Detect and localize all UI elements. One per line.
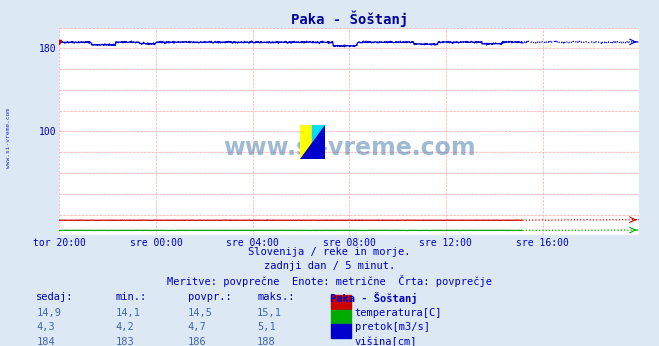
Text: 184: 184 — [36, 337, 55, 346]
Text: Slovenija / reke in morje.: Slovenija / reke in morje. — [248, 247, 411, 257]
Text: 4,3: 4,3 — [36, 322, 55, 333]
Text: 14,1: 14,1 — [115, 308, 140, 318]
Text: 5,1: 5,1 — [257, 322, 275, 333]
Text: min.:: min.: — [115, 292, 146, 302]
Text: Paka - Šoštanj: Paka - Šoštanj — [330, 292, 417, 304]
Text: 4,7: 4,7 — [188, 322, 206, 333]
Title: Paka - Šoštanj: Paka - Šoštanj — [291, 10, 408, 27]
Text: povpr.:: povpr.: — [188, 292, 231, 302]
Bar — [312, 125, 325, 159]
Text: 14,9: 14,9 — [36, 308, 61, 318]
Text: Meritve: povprečne  Enote: metrične  Črta: povprečje: Meritve: povprečne Enote: metrične Črta:… — [167, 275, 492, 287]
Text: temperatura[C]: temperatura[C] — [355, 308, 442, 318]
Text: višina[cm]: višina[cm] — [355, 337, 417, 346]
Text: www.si-vreme.com: www.si-vreme.com — [6, 108, 11, 169]
Text: sedaj:: sedaj: — [36, 292, 74, 302]
Text: pretok[m3/s]: pretok[m3/s] — [355, 322, 430, 333]
Polygon shape — [300, 125, 325, 159]
Text: 183: 183 — [115, 337, 134, 346]
Text: 186: 186 — [188, 337, 206, 346]
Text: 14,5: 14,5 — [188, 308, 213, 318]
Text: zadnji dan / 5 minut.: zadnji dan / 5 minut. — [264, 261, 395, 271]
Bar — [300, 125, 312, 159]
Text: 4,2: 4,2 — [115, 322, 134, 333]
Text: 15,1: 15,1 — [257, 308, 282, 318]
Text: maks.:: maks.: — [257, 292, 295, 302]
Text: 188: 188 — [257, 337, 275, 346]
Text: www.si-vreme.com: www.si-vreme.com — [223, 136, 476, 160]
